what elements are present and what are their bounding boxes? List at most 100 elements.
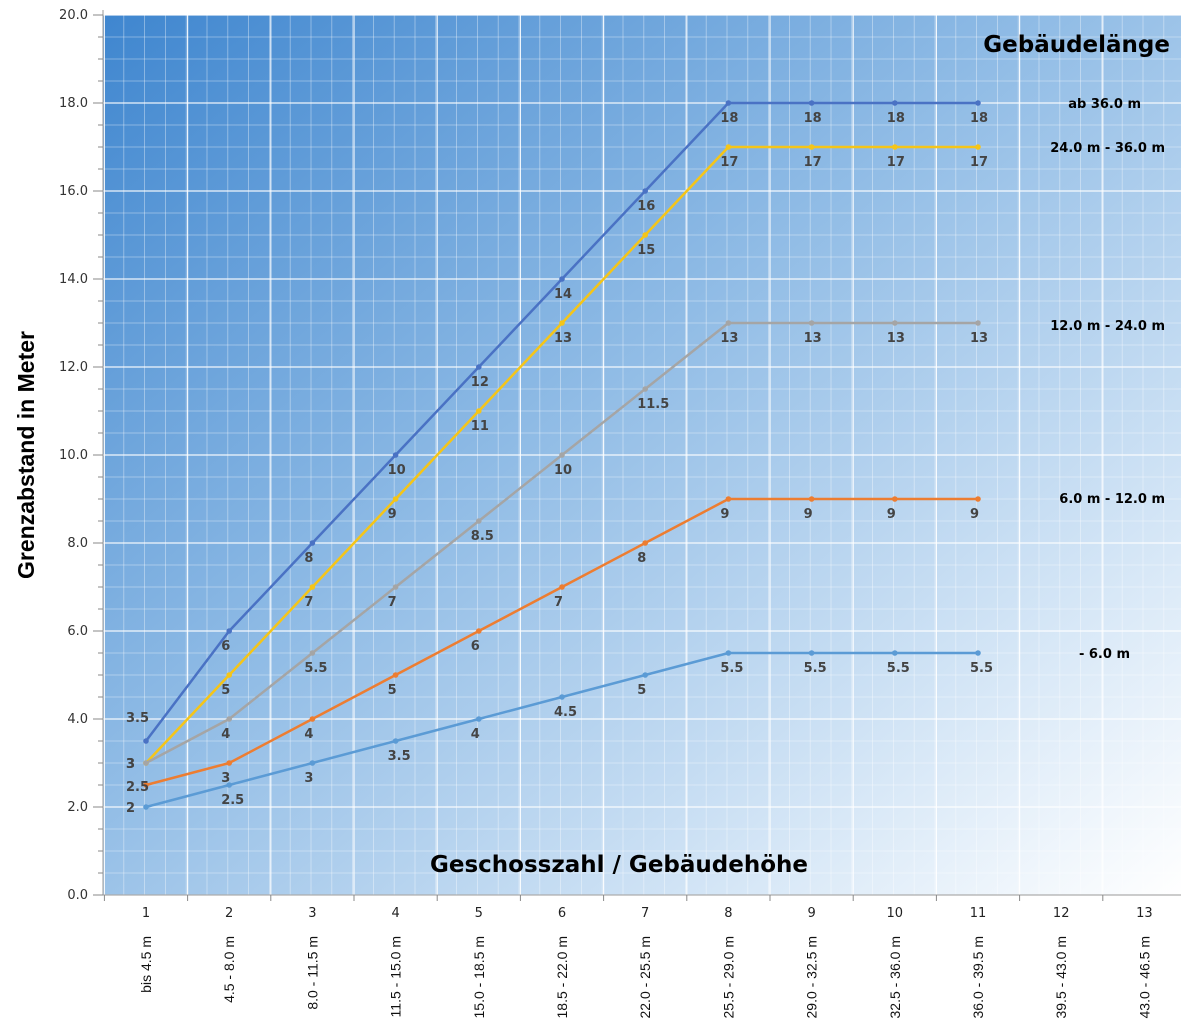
x-range-label: 43.0 - 46.5 m (1136, 936, 1152, 1019)
data-label: 2.5 (126, 780, 149, 795)
data-label: 13 (720, 331, 738, 346)
data-point (559, 452, 565, 458)
data-label: 7 (388, 595, 397, 610)
data-label: 17 (887, 155, 905, 170)
data-point (392, 496, 399, 502)
data-point (975, 650, 981, 656)
data-label: 14 (554, 287, 572, 302)
data-point (226, 716, 232, 722)
y-tick-label: 12.0 (59, 360, 88, 375)
data-point (143, 760, 149, 766)
data-label: 5.5 (887, 661, 910, 676)
data-point (725, 100, 732, 106)
data-label: 13 (887, 331, 905, 346)
x-tick-label: 12 (1053, 906, 1070, 921)
y-tick-label: 16.0 (59, 184, 88, 199)
data-label: 13 (970, 331, 988, 346)
data-label: 5.5 (804, 661, 827, 676)
data-point (642, 672, 648, 678)
data-label: 9 (388, 507, 397, 522)
data-point (226, 760, 232, 766)
data-point (559, 694, 565, 700)
data-point (892, 320, 898, 326)
data-label: 16 (637, 199, 655, 214)
x-range-label: 39.5 - 43.0 m (1053, 936, 1069, 1019)
data-point (143, 738, 149, 744)
data-label: 6 (221, 639, 230, 654)
data-point (476, 364, 482, 370)
x-range-label: 15.0 - 18.5 m (471, 936, 487, 1019)
data-point (642, 232, 648, 238)
x-range-label: 18.5 - 22.0 m (554, 936, 570, 1019)
x-range-label: 4.5 - 8.0 m (221, 936, 237, 1003)
data-point (476, 716, 482, 722)
x-range-label: 36.0 - 39.5 m (970, 936, 986, 1019)
y-tick-label: 10.0 (59, 448, 88, 463)
y-tick-label: 14.0 (59, 272, 88, 287)
data-label: 17 (970, 155, 988, 170)
data-point (808, 100, 815, 106)
data-label: 17 (804, 155, 822, 170)
data-point (476, 408, 482, 414)
data-point (892, 144, 898, 150)
data-label: 8 (637, 551, 646, 566)
x-range-label: 25.5 - 29.0 m (720, 936, 736, 1019)
data-label: 9 (720, 507, 729, 522)
series-name-labels: ab 36.0 m 24.0 m - 36.0 m 12.0 m - 24.0 m 6… (1050, 97, 1165, 662)
x-range-label: 29.0 - 32.5 m (804, 936, 820, 1019)
data-point (808, 320, 815, 326)
data-point (392, 738, 399, 744)
data-point (892, 100, 898, 106)
x-tick-label: 10 (887, 906, 904, 921)
data-label: 2.5 (221, 793, 244, 808)
x-axis-title: Geschosszahl / Gebäudehöhe (430, 852, 808, 878)
data-label: 9 (887, 507, 896, 522)
x-tick-label: 1 (142, 906, 150, 921)
x-tick-label: 11 (970, 906, 987, 921)
data-label: 8 (304, 551, 313, 566)
data-point (226, 782, 232, 788)
data-label: 5.5 (720, 661, 743, 676)
data-point (725, 320, 732, 326)
data-label: 7 (304, 595, 313, 610)
data-point (975, 320, 981, 326)
y-tick-label: 2.0 (67, 800, 88, 815)
data-point (226, 672, 232, 678)
data-point (808, 650, 815, 656)
data-point (559, 584, 565, 590)
data-label: 5 (388, 683, 397, 698)
y-tick-label: 0.0 (67, 888, 88, 903)
data-point (725, 144, 732, 150)
data-labels: 3.5 6 8 10 12 14 16 18 18 18 18 3 5 7 9 11 13 15 17 17 17 17 3… (126, 111, 993, 816)
data-point (808, 496, 815, 502)
data-label: 15 (637, 243, 655, 258)
data-point (392, 452, 399, 458)
data-label: 18 (887, 111, 905, 126)
data-label: 11 (471, 419, 489, 434)
x-range-label: 11.5 - 15.0 m (388, 936, 404, 1017)
data-label: 4 (304, 727, 313, 742)
data-point (309, 540, 316, 546)
x-tick-label: 5 (475, 906, 483, 921)
data-point (892, 650, 898, 656)
data-point (476, 518, 482, 524)
data-label: 4.5 (554, 705, 577, 720)
data-point (143, 782, 149, 788)
y-tick-label: 6.0 (67, 624, 88, 639)
y-tick-label: 20.0 (59, 8, 88, 23)
data-label: 7 (554, 595, 563, 610)
x-tick-label: 7 (641, 906, 649, 921)
data-label: 10 (388, 463, 406, 478)
data-point (309, 716, 316, 722)
data-point (476, 628, 482, 634)
data-label: 13 (804, 331, 822, 346)
data-point (226, 628, 232, 634)
data-point (892, 496, 898, 502)
data-point (975, 496, 981, 502)
series-name-label: 24.0 m - 36.0 m (1050, 141, 1165, 156)
series-name-label: ab 36.0 m (1068, 97, 1141, 112)
data-point (642, 386, 648, 392)
data-label: 8.5 (471, 529, 494, 544)
data-label: 12 (471, 375, 489, 390)
